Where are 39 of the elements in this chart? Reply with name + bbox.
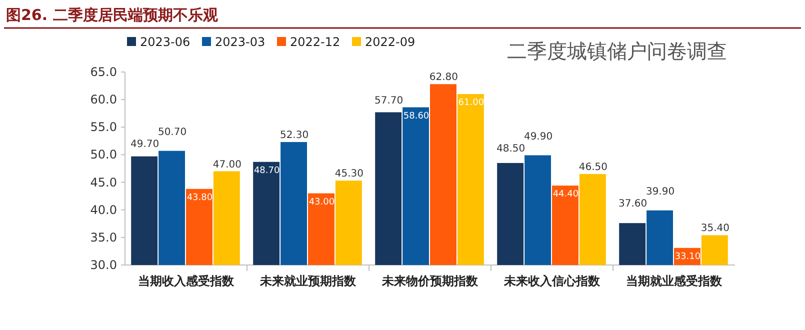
legend-label: 2023-06 [140,35,190,49]
data-label: 33.10 [674,252,701,262]
x-tick-label: 当期收入感受指数 [138,274,235,288]
x-tick-label: 未来物价预期指数 [381,274,479,288]
x-tick-label: 当期就业感受指数 [626,274,723,288]
data-label: 37.60 [618,198,648,210]
data-label: 43.00 [308,197,335,208]
data-label: 62.80 [429,72,458,84]
data-label: 49.70 [130,138,160,150]
data-label: 49.90 [524,131,553,142]
x-tick-label: 未来就业预期指数 [259,274,357,288]
y-tick-label: 30.0 [90,258,117,272]
data-label: 57.70 [374,95,404,106]
legend-label: 2023-03 [215,35,266,49]
data-label: 39.90 [646,186,675,198]
y-tick-label: 35.0 [90,230,117,244]
data-label: 46.50 [578,162,608,174]
y-tick-label: 40.0 [90,202,117,217]
x-tick-label: 未来收入信心指数 [503,274,601,288]
data-label: 45.30 [334,168,364,180]
data-label: 48.50 [496,143,526,154]
data-label: 61.00 [458,98,484,108]
data-label: 44.40 [552,190,579,200]
data-label: 52.30 [280,130,309,142]
data-label: 47.00 [212,159,242,170]
y-tick-label: 45.0 [90,175,117,190]
data-label: 48.70 [254,166,280,176]
y-tick-label: 60.0 [90,92,117,107]
y-tick-label: 50.0 [90,148,117,162]
legend-label: 2022-09 [365,35,416,49]
data-label: 43.80 [186,192,213,203]
y-tick-label: 55.0 [90,120,117,134]
data-label: 50.70 [158,126,187,138]
y-tick-label: 65.0 [90,65,117,79]
data-label: 58.60 [403,111,430,122]
text: 二季度城镇储户问卷调查 [507,39,727,63]
legend-label: 2022-12 [290,35,340,49]
data-label: 35.40 [700,223,730,234]
chart-title: 图26. 二季度居民端预期不乐观 [6,6,219,24]
